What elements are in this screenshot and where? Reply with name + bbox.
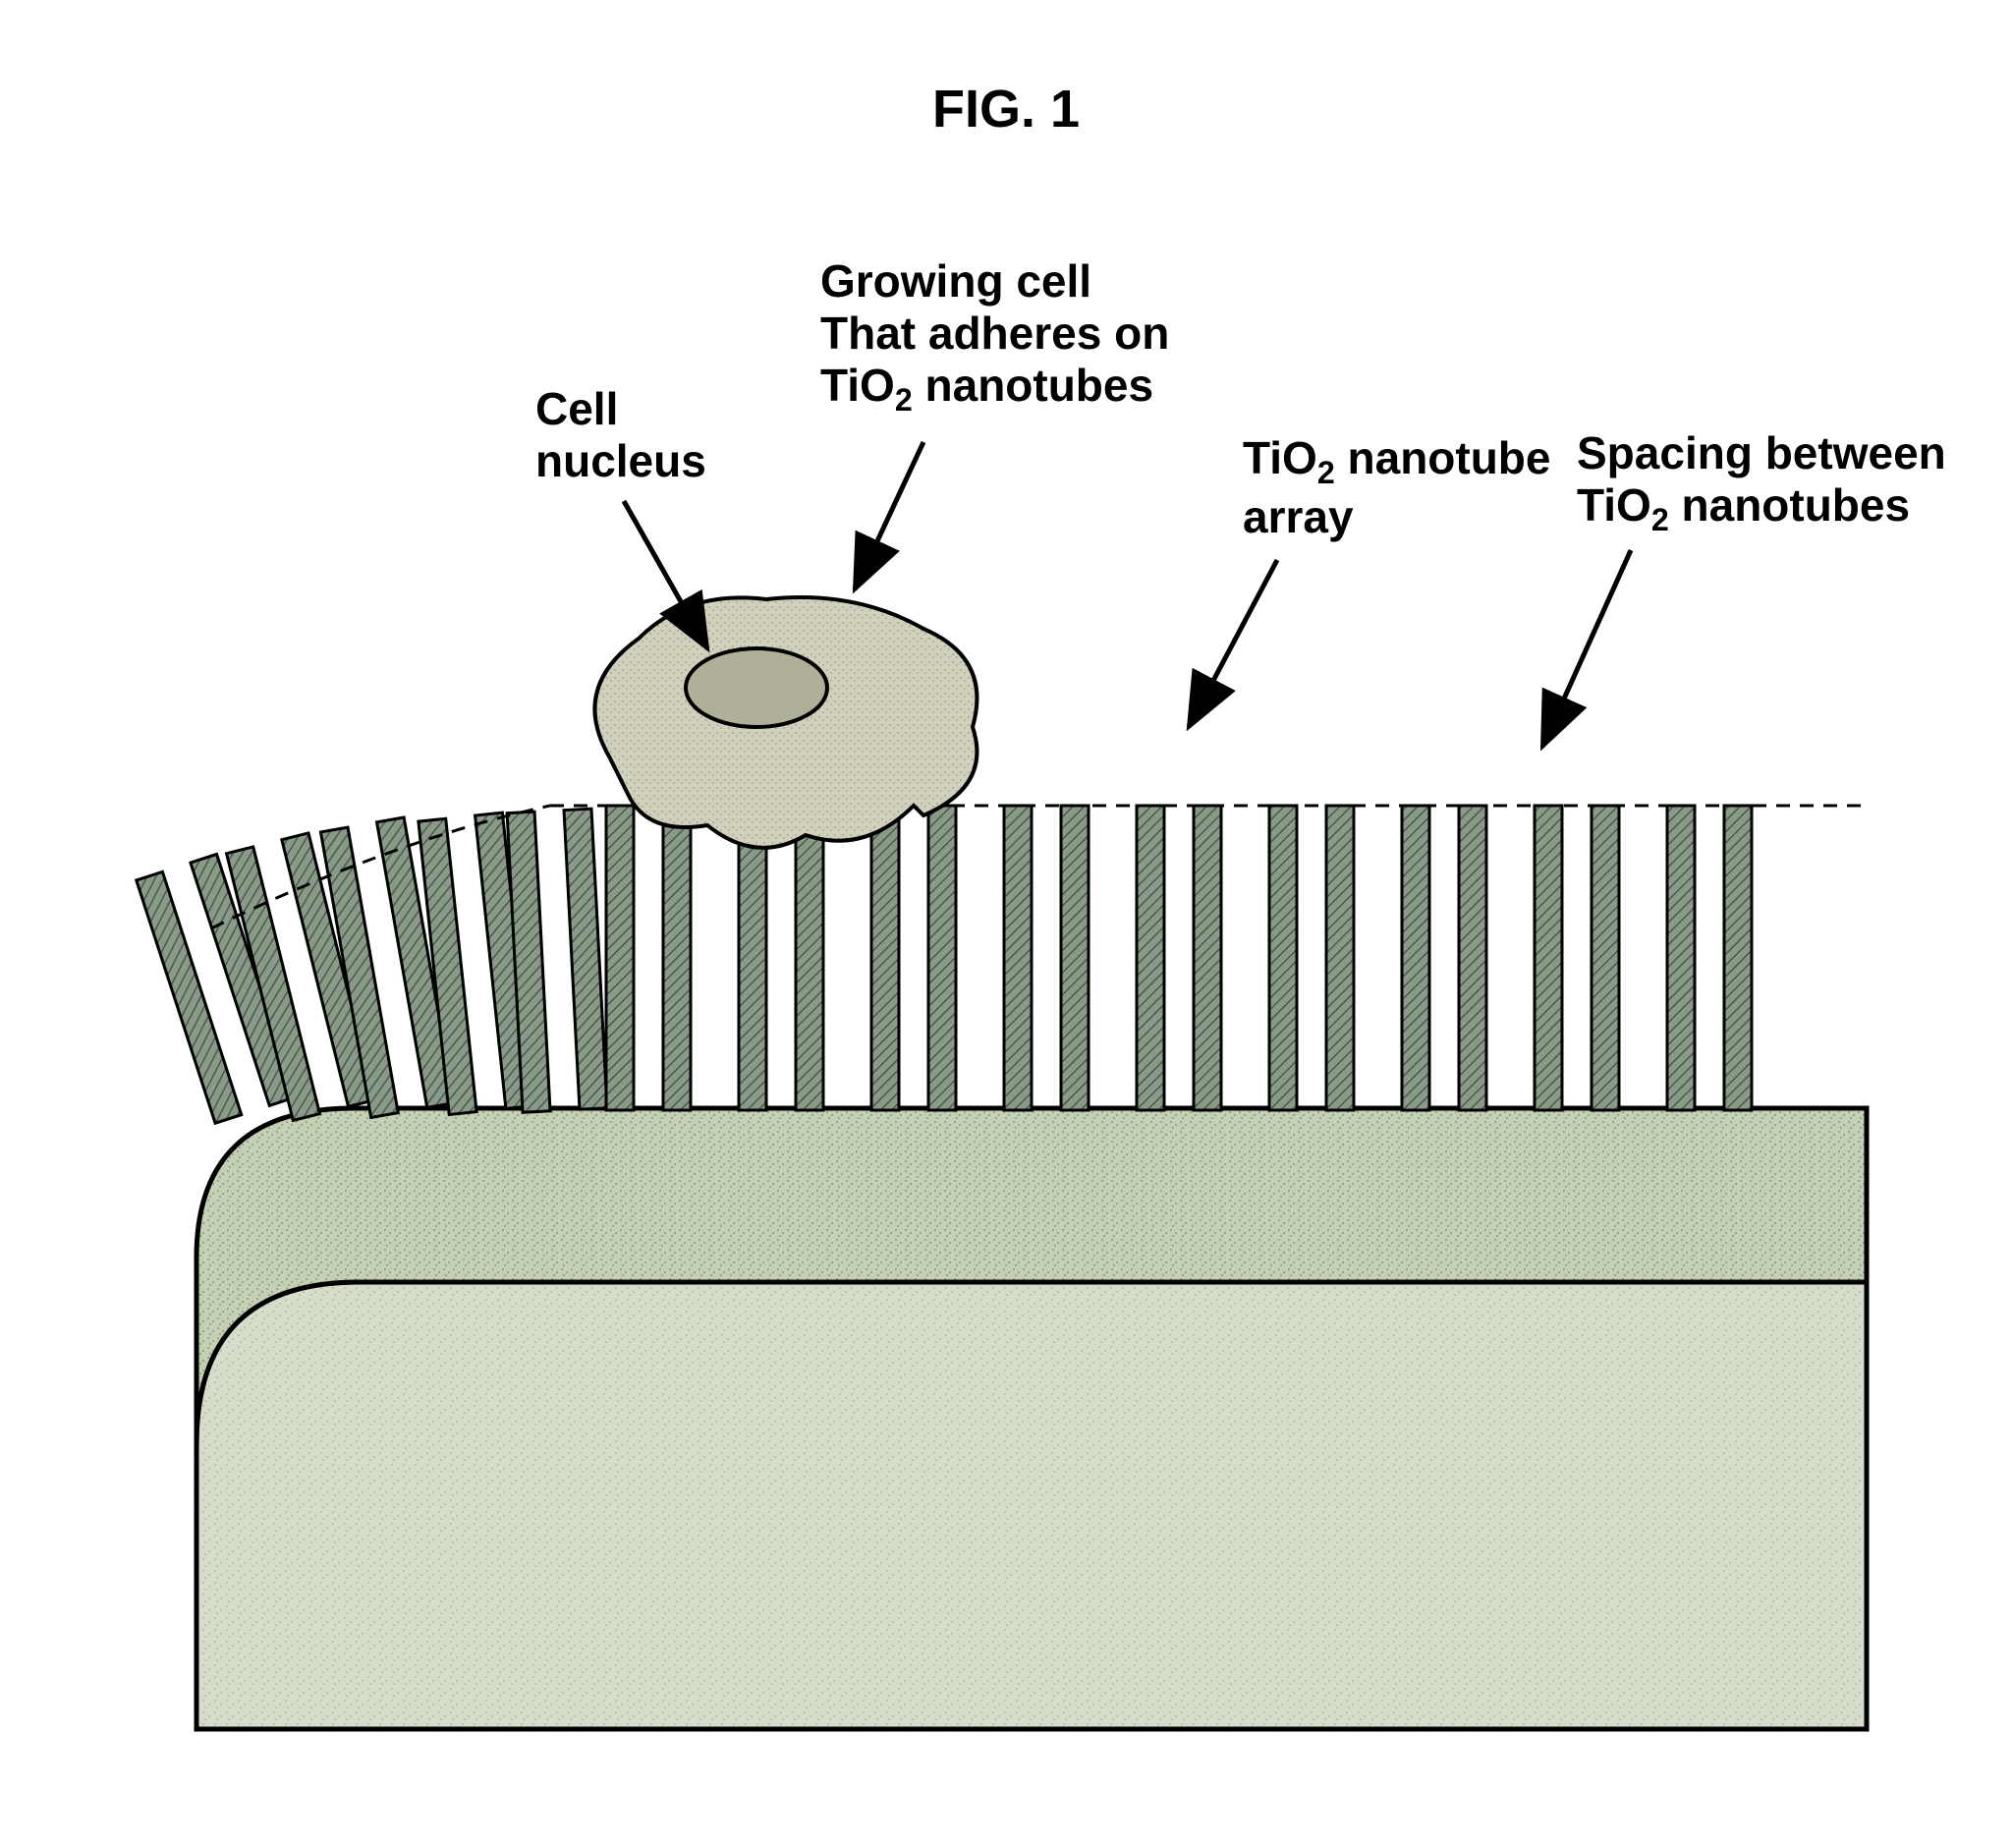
polymer-layer <box>196 1282 1867 1729</box>
diagram-svg <box>0 0 2012 1848</box>
cell-nucleus <box>686 648 827 727</box>
nanotube-array <box>137 806 1752 1123</box>
